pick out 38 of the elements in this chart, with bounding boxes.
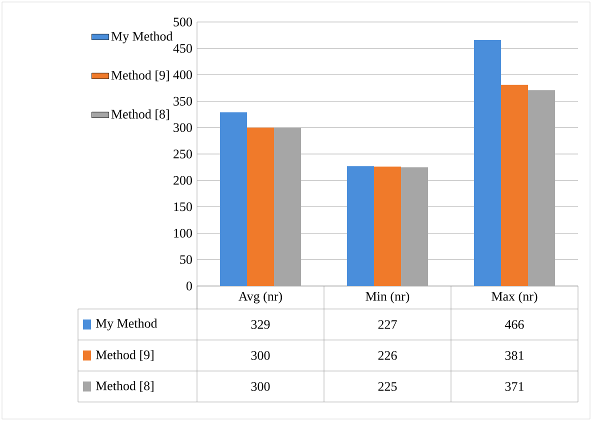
data-label: 381 — [505, 351, 524, 360]
data-label: 226 — [378, 351, 397, 360]
data-label: 225 — [378, 382, 397, 391]
x-tick-label: Min (nr) — [366, 292, 410, 304]
bar — [374, 166, 402, 286]
bar — [474, 40, 501, 286]
y-tick-label: 250 — [174, 150, 192, 158]
x-tick-label: Avg (nr) — [238, 292, 282, 304]
text: My Method — [96, 318, 158, 330]
bar — [246, 128, 274, 286]
bar — [500, 84, 528, 286]
legend-label: Method [9] — [111, 70, 169, 82]
y-tick-label: 350 — [174, 96, 192, 106]
text: Method [8] — [96, 381, 154, 392]
data-label: 466 — [505, 320, 524, 329]
y-tick-label: 100 — [174, 228, 192, 238]
legend-label: My Method — [111, 31, 173, 44]
y-tick-label: 0 — [186, 282, 192, 290]
y-tick-label: 200 — [174, 176, 192, 185]
data-label: 371 — [505, 382, 524, 391]
y-tick-label: 450 — [173, 44, 192, 53]
data-label: 300 — [251, 351, 270, 360]
y-tick-label: 500 — [174, 18, 192, 26]
text: Method [9] — [96, 350, 154, 361]
data-label: 227 — [378, 320, 397, 329]
bar — [346, 166, 374, 286]
y-tick-label: 150 — [174, 202, 192, 212]
legend-label: Method [8] — [111, 109, 169, 120]
data-label: 329 — [251, 320, 270, 329]
bar — [220, 112, 247, 286]
bar — [528, 90, 556, 286]
y-tick-label: 400 — [173, 70, 192, 80]
data-label: 300 — [251, 382, 270, 391]
bar — [274, 128, 302, 286]
x-tick-label: Max (nr) — [492, 292, 538, 304]
y-tick-label: 300 — [174, 123, 192, 132]
y-tick-label: 50 — [180, 255, 192, 264]
bar — [401, 167, 428, 286]
